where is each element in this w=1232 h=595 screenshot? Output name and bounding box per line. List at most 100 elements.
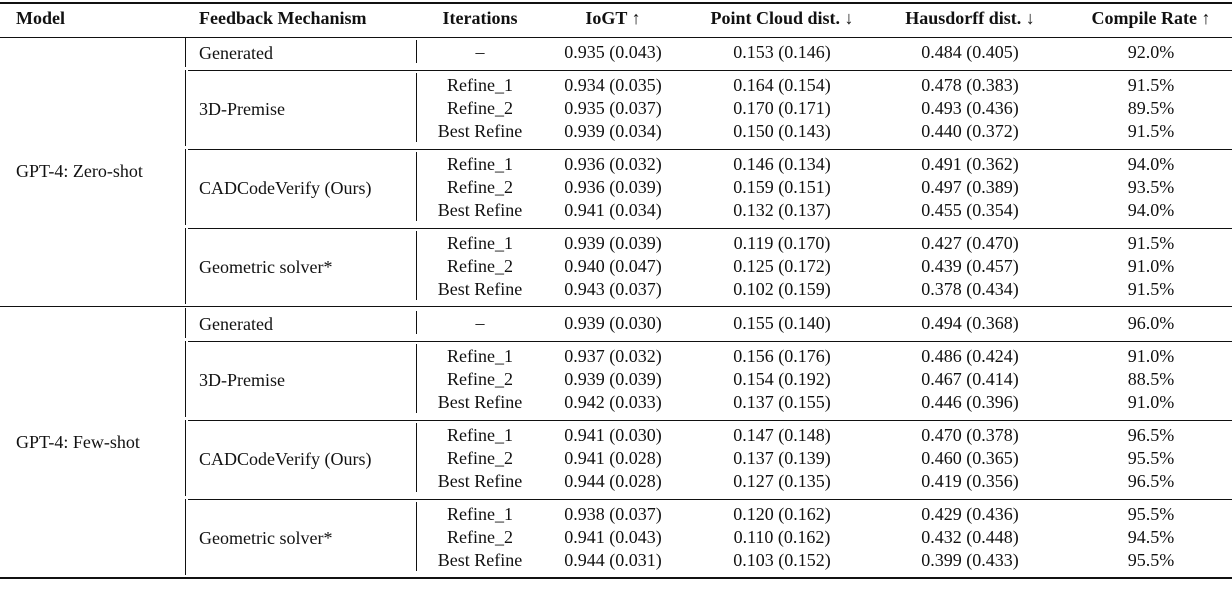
- iteration-cell: Refine_2: [447, 369, 513, 389]
- model-column-separator: [185, 149, 186, 225]
- hausdorff-dist-cell: 0.419 (0.356): [921, 471, 1019, 491]
- compile-rate-cell: 93.5%: [1127, 177, 1175, 197]
- compile-rate-cell: 96.5%: [1127, 471, 1175, 491]
- iogt-cell: 0.941 (0.030): [564, 425, 662, 445]
- compile-rate-cell: 94.5%: [1127, 527, 1175, 547]
- iteration-cell: Refine_1: [447, 75, 513, 95]
- hausdorff-dist-cell: 0.432 (0.448): [921, 527, 1019, 547]
- header-hausdorff-dist: Hausdorff dist. ↓: [905, 8, 1035, 28]
- iteration-cell: Refine_1: [447, 346, 513, 366]
- iteration-cell: Best Refine: [437, 200, 523, 220]
- point-cloud-dist-cell: 0.125 (0.172): [733, 256, 831, 276]
- model-column-separator: [185, 308, 186, 338]
- header-feedback-mechanism: Feedback Mechanism: [199, 8, 367, 28]
- model-column-separator: [185, 499, 186, 575]
- iogt-cell: 0.941 (0.043): [564, 527, 662, 547]
- point-cloud-dist-cell: 0.110 (0.162): [733, 527, 831, 547]
- hausdorff-dist-cell: 0.460 (0.365): [921, 448, 1019, 468]
- iogt-cell: 0.938 (0.037): [564, 504, 662, 524]
- hausdorff-dist-cell: 0.467 (0.414): [921, 369, 1019, 389]
- point-cloud-dist-cell: 0.132 (0.137): [733, 200, 831, 220]
- header-iterations: Iterations: [442, 8, 518, 28]
- hausdorff-dist-cell: 0.484 (0.405): [921, 42, 1019, 62]
- iogt-cell: 0.936 (0.039): [564, 177, 662, 197]
- iteration-cell: Refine_1: [447, 233, 513, 253]
- model-column-separator: [185, 228, 186, 304]
- iogt-cell: 0.939 (0.039): [564, 369, 662, 389]
- hausdorff-dist-cell: 0.378 (0.434): [921, 279, 1019, 299]
- mechanism-divider: [188, 499, 1232, 500]
- iogt-cell: 0.935 (0.043): [564, 42, 662, 62]
- iogt-cell: 0.944 (0.028): [564, 471, 662, 491]
- hausdorff-dist-cell: 0.478 (0.383): [921, 75, 1019, 95]
- compile-rate-cell: 95.5%: [1127, 448, 1175, 468]
- iogt-cell: 0.943 (0.037): [564, 279, 662, 299]
- column-separator: [416, 311, 417, 334]
- point-cloud-dist-cell: 0.137 (0.139): [733, 448, 831, 468]
- iogt-cell: 0.941 (0.028): [564, 448, 662, 468]
- iogt-cell: 0.939 (0.034): [564, 121, 662, 141]
- iteration-cell: Refine_1: [447, 425, 513, 445]
- iteration-cell: Refine_2: [447, 448, 513, 468]
- iogt-cell: 0.939 (0.030): [564, 313, 662, 333]
- hausdorff-dist-cell: 0.486 (0.424): [921, 346, 1019, 366]
- model-column-separator: [185, 37, 186, 67]
- column-separator: [416, 231, 417, 300]
- iteration-cell: Refine_2: [447, 527, 513, 547]
- column-separator: [416, 423, 417, 492]
- point-cloud-dist-cell: 0.150 (0.143): [733, 121, 831, 141]
- iteration-cell: Best Refine: [437, 471, 523, 491]
- compile-rate-cell: 91.5%: [1127, 233, 1175, 253]
- iogt-cell: 0.944 (0.031): [564, 550, 662, 570]
- mechanism-divider: [188, 149, 1232, 150]
- mechanism-name: Generated: [199, 314, 273, 334]
- point-cloud-dist-cell: 0.146 (0.134): [733, 154, 831, 174]
- column-separator: [416, 152, 417, 221]
- compile-rate-cell: 91.0%: [1127, 256, 1175, 276]
- iteration-cell: Refine_1: [447, 504, 513, 524]
- top-rule: [0, 2, 1232, 4]
- mechanism-divider: [188, 228, 1232, 229]
- header-iogt: IoGT ↑: [585, 8, 641, 28]
- compile-rate-cell: 92.0%: [1127, 42, 1175, 62]
- iteration-cell: Best Refine: [437, 392, 523, 412]
- model-column-separator: [185, 70, 186, 146]
- point-cloud-dist-cell: 0.156 (0.176): [733, 346, 831, 366]
- hausdorff-dist-cell: 0.440 (0.372): [921, 121, 1019, 141]
- mechanism-name: CADCodeVerify (Ours): [199, 449, 372, 469]
- iteration-cell: –: [475, 313, 485, 333]
- point-cloud-dist-cell: 0.103 (0.152): [733, 550, 831, 570]
- compile-rate-cell: 96.0%: [1127, 313, 1175, 333]
- compile-rate-cell: 91.5%: [1127, 121, 1175, 141]
- compile-rate-cell: 94.0%: [1127, 154, 1175, 174]
- point-cloud-dist-cell: 0.154 (0.192): [733, 369, 831, 389]
- compile-rate-cell: 94.0%: [1127, 200, 1175, 220]
- header-rule: [0, 37, 1232, 38]
- hausdorff-dist-cell: 0.491 (0.362): [921, 154, 1019, 174]
- compile-rate-cell: 91.0%: [1127, 392, 1175, 412]
- iteration-cell: Refine_2: [447, 256, 513, 276]
- iogt-cell: 0.937 (0.032): [564, 346, 662, 366]
- iteration-cell: Refine_1: [447, 154, 513, 174]
- point-cloud-dist-cell: 0.164 (0.154): [733, 75, 831, 95]
- compile-rate-cell: 88.5%: [1127, 369, 1175, 389]
- compile-rate-cell: 91.0%: [1127, 346, 1175, 366]
- compile-rate-cell: 95.5%: [1127, 550, 1175, 570]
- model-name: GPT-4: Zero-shot: [16, 161, 143, 181]
- group-rule: [0, 306, 1232, 307]
- point-cloud-dist-cell: 0.170 (0.171): [733, 98, 831, 118]
- compile-rate-cell: 89.5%: [1127, 98, 1175, 118]
- iteration-cell: Best Refine: [437, 279, 523, 299]
- compile-rate-cell: 96.5%: [1127, 425, 1175, 445]
- header-model: Model: [16, 8, 65, 28]
- hausdorff-dist-cell: 0.446 (0.396): [921, 392, 1019, 412]
- compile-rate-cell: 95.5%: [1127, 504, 1175, 524]
- mechanism-name: Geometric solver*: [199, 528, 333, 548]
- model-column-separator: [185, 420, 186, 496]
- point-cloud-dist-cell: 0.127 (0.135): [733, 471, 831, 491]
- hausdorff-dist-cell: 0.470 (0.378): [921, 425, 1019, 445]
- iteration-cell: Refine_2: [447, 177, 513, 197]
- header-point-cloud-dist: Point Cloud dist. ↓: [710, 8, 854, 28]
- point-cloud-dist-cell: 0.155 (0.140): [733, 313, 831, 333]
